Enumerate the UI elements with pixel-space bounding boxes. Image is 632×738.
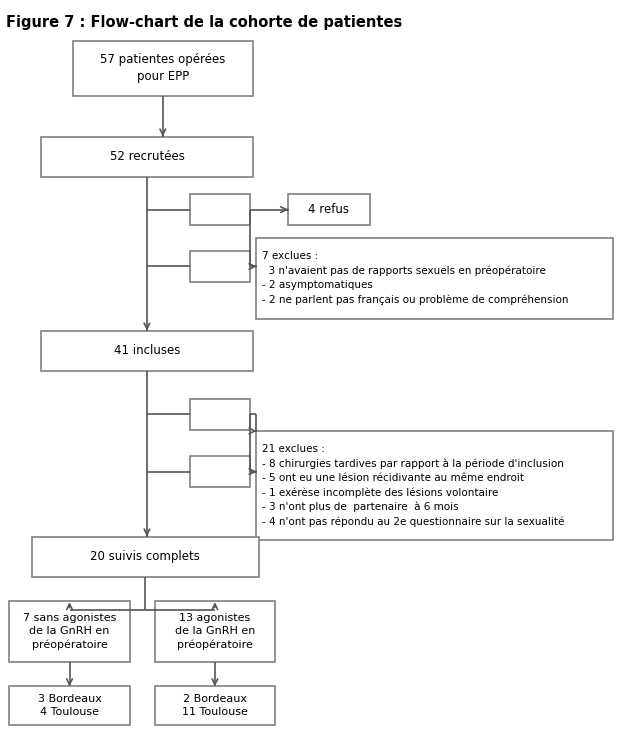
FancyBboxPatch shape [41,331,253,371]
Text: Figure 7 : Flow-chart de la cohorte de patientes: Figure 7 : Flow-chart de la cohorte de p… [6,15,403,30]
FancyBboxPatch shape [190,251,250,282]
Text: 4 refus: 4 refus [308,203,349,216]
FancyBboxPatch shape [190,399,250,430]
FancyBboxPatch shape [73,41,253,96]
FancyBboxPatch shape [155,686,275,725]
FancyBboxPatch shape [288,194,370,225]
FancyBboxPatch shape [41,137,253,177]
Text: 20 suivis complets: 20 suivis complets [90,551,200,563]
FancyBboxPatch shape [9,686,130,725]
FancyBboxPatch shape [256,238,613,319]
Text: 57 patientes opérées
pour EPP: 57 patientes opérées pour EPP [100,53,226,83]
Text: 3 Bordeaux
4 Toulouse: 3 Bordeaux 4 Toulouse [37,694,102,717]
Text: 7 exclues :
  3 n'avaient pas de rapports sexuels en préopératoire
- 2 asymptoma: 7 exclues : 3 n'avaient pas de rapports … [262,252,569,305]
FancyBboxPatch shape [256,431,613,540]
Text: 41 incluses: 41 incluses [114,345,180,357]
Text: 2 Bordeaux
11 Toulouse: 2 Bordeaux 11 Toulouse [182,694,248,717]
FancyBboxPatch shape [9,601,130,662]
Text: 21 exclues :
- 8 chirurgies tardives par rapport à la période d'inclusion
- 5 on: 21 exclues : - 8 chirurgies tardives par… [262,444,564,527]
FancyBboxPatch shape [190,456,250,487]
FancyBboxPatch shape [32,537,259,577]
Text: 7 sans agonistes
de la GnRH en
préopératoire: 7 sans agonistes de la GnRH en préopérat… [23,613,116,650]
Text: 52 recrutées: 52 recrutées [109,151,185,163]
Text: 13 agonistes
de la GnRH en
préopératoire: 13 agonistes de la GnRH en préopératoire [174,613,255,650]
FancyBboxPatch shape [155,601,275,662]
FancyBboxPatch shape [190,194,250,225]
